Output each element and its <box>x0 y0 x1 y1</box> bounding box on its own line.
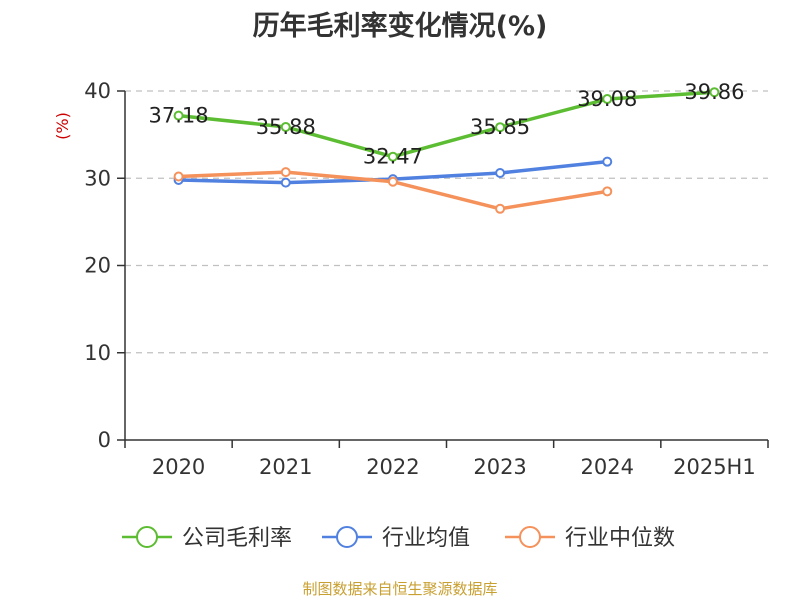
x-tick-label: 2020 <box>152 455 205 479</box>
legend-label: 公司毛利率 <box>182 526 292 551</box>
data-point <box>495 168 506 179</box>
legend-label: 行业均值 <box>382 526 470 551</box>
x-tick-label: 2021 <box>259 455 312 479</box>
data-labels: 37.18 35.88 32.47 35.85 39.08 39.86 <box>149 80 745 168</box>
data-label: 37.18 <box>149 104 209 128</box>
data-point <box>709 87 720 98</box>
x-tick-label: 2023 <box>473 455 526 479</box>
y-tick-label: 30 <box>84 166 111 190</box>
x-tick-label: 2022 <box>366 455 419 479</box>
x-tick-label: 2024 <box>581 455 634 479</box>
data-point <box>602 186 613 197</box>
data-label: 35.88 <box>256 115 316 139</box>
series-line <box>176 90 717 159</box>
data-point <box>280 167 291 178</box>
data-label: 35.85 <box>470 115 530 139</box>
y-tick-label: 10 <box>84 341 111 365</box>
axes: 0 10 20 30 40 (%) 2020 2021 2022 2023 2024 2025H1 <box>53 79 769 479</box>
legend-label: 行业中位数 <box>565 526 675 551</box>
data-point <box>387 176 398 187</box>
data-point <box>173 110 184 121</box>
grid-lines <box>125 90 768 354</box>
data-point <box>280 121 291 132</box>
x-tick-label: 2025H1 <box>673 455 756 479</box>
source-note: 制图数据来自恒生聚源数据库 <box>302 580 498 598</box>
data-point <box>280 177 291 188</box>
data-point <box>173 171 184 182</box>
legend-marker-icon <box>136 526 158 548</box>
legend-marker-icon <box>519 526 541 548</box>
legend: 公司毛利率 行业均值 行业中位数 <box>122 526 675 551</box>
data-point <box>602 94 613 105</box>
data-label: 32.47 <box>363 145 423 169</box>
y-tick-label: 0 <box>98 428 111 452</box>
legend-marker-icon <box>336 526 358 548</box>
series-lines <box>173 87 720 214</box>
data-point <box>495 203 506 214</box>
data-point <box>387 151 398 162</box>
data-label: 39.86 <box>684 80 744 104</box>
chart-title: 历年毛利率变化情况(%) <box>252 11 548 42</box>
data-point <box>495 122 506 133</box>
y-axis-label: (%) <box>53 112 72 140</box>
data-point <box>602 156 613 167</box>
y-tick-label: 40 <box>84 79 111 103</box>
y-tick-label: 20 <box>84 254 111 278</box>
data-label: 39.08 <box>577 87 637 111</box>
